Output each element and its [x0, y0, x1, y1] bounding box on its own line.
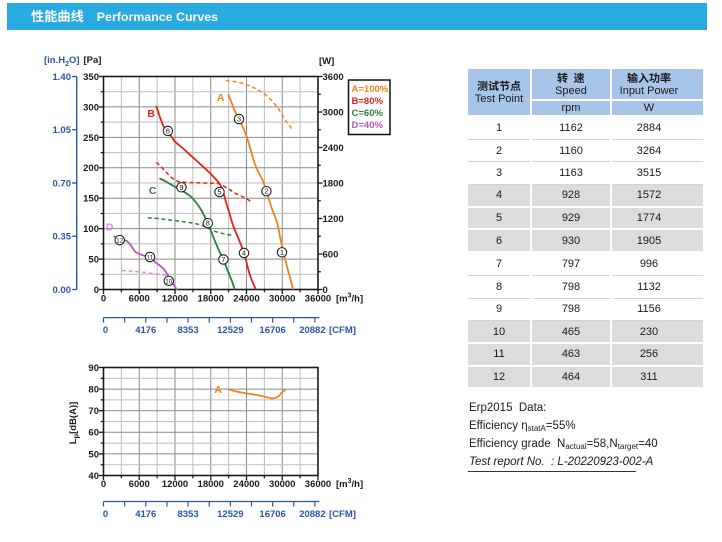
svg-text:100: 100 — [83, 224, 99, 235]
svg-text:A: A — [214, 384, 222, 396]
svg-text:0: 0 — [101, 294, 106, 305]
svg-text:[m3/h]: [m3/h] — [336, 478, 363, 490]
svg-text:A=100%: A=100% — [352, 84, 389, 95]
svg-text:0: 0 — [103, 325, 108, 336]
svg-text:0: 0 — [323, 285, 328, 296]
svg-text:16706: 16706 — [259, 509, 285, 520]
svg-text:12: 12 — [116, 238, 124, 245]
svg-text:D: D — [106, 222, 114, 234]
svg-text:8353: 8353 — [177, 325, 198, 336]
svg-text:Lp[dB(A)]: Lp[dB(A)] — [68, 402, 81, 445]
svg-text:2400: 2400 — [323, 143, 344, 154]
svg-text:12000: 12000 — [162, 479, 188, 490]
svg-text:8353: 8353 — [177, 509, 198, 520]
svg-text:[m3/h]: [m3/h] — [336, 293, 363, 305]
svg-text:[W]: [W] — [319, 56, 334, 67]
svg-text:50: 50 — [88, 449, 99, 460]
svg-text:1200: 1200 — [323, 214, 344, 225]
svg-text:80: 80 — [88, 385, 99, 396]
svg-text:36000: 36000 — [305, 294, 331, 305]
svg-text:3600: 3600 — [323, 72, 344, 83]
svg-text:0.35: 0.35 — [53, 232, 72, 243]
svg-text:D=40%: D=40% — [352, 120, 384, 131]
svg-text:[Pa]: [Pa] — [84, 55, 102, 66]
svg-text:B: B — [147, 108, 155, 120]
svg-text:0.70: 0.70 — [53, 178, 72, 189]
svg-text:8: 8 — [206, 219, 210, 228]
svg-text:4: 4 — [242, 248, 246, 257]
svg-text:250: 250 — [83, 133, 99, 144]
svg-text:A: A — [217, 92, 225, 104]
svg-text:0: 0 — [103, 509, 108, 520]
svg-text:C: C — [149, 185, 157, 197]
svg-text:90: 90 — [88, 363, 99, 374]
svg-text:[CFM]: [CFM] — [329, 325, 356, 336]
svg-text:1: 1 — [280, 248, 284, 257]
svg-text:0.00: 0.00 — [53, 285, 72, 296]
svg-text:5: 5 — [217, 188, 221, 197]
svg-text:0: 0 — [101, 479, 106, 490]
svg-text:4176: 4176 — [135, 325, 156, 336]
svg-text:3: 3 — [237, 115, 241, 124]
svg-text:9: 9 — [179, 183, 183, 192]
svg-text:200: 200 — [83, 163, 99, 174]
svg-text:30000: 30000 — [269, 294, 295, 305]
svg-text:0: 0 — [94, 285, 99, 296]
svg-text:36000: 36000 — [305, 479, 331, 490]
svg-text:6: 6 — [166, 126, 170, 135]
svg-text:11: 11 — [147, 255, 154, 262]
svg-text:1.05: 1.05 — [53, 125, 72, 136]
svg-text:3000: 3000 — [323, 107, 344, 118]
svg-text:20882: 20882 — [299, 325, 325, 336]
svg-text:4176: 4176 — [135, 509, 156, 520]
svg-text:[in.H2O]: [in.H2O] — [44, 55, 80, 68]
svg-text:350: 350 — [83, 72, 99, 83]
svg-text:150: 150 — [83, 194, 99, 205]
svg-text:60: 60 — [88, 428, 99, 439]
svg-text:18000: 18000 — [198, 479, 224, 490]
svg-text:B=80%: B=80% — [352, 96, 384, 107]
svg-text:7: 7 — [221, 255, 225, 264]
svg-text:2: 2 — [264, 187, 268, 196]
svg-text:[CFM]: [CFM] — [329, 509, 356, 520]
svg-text:50: 50 — [88, 254, 99, 265]
svg-text:18000: 18000 — [198, 294, 224, 305]
svg-text:70: 70 — [88, 406, 99, 417]
svg-text:20882: 20882 — [299, 509, 325, 520]
svg-text:12529: 12529 — [217, 509, 243, 520]
svg-text:300: 300 — [83, 102, 99, 113]
svg-text:6000: 6000 — [129, 479, 150, 490]
svg-text:10: 10 — [165, 278, 173, 285]
svg-text:24000: 24000 — [233, 479, 259, 490]
svg-text:C=60%: C=60% — [352, 108, 384, 119]
svg-text:600: 600 — [323, 249, 339, 260]
svg-text:40: 40 — [88, 471, 99, 482]
svg-text:30000: 30000 — [269, 479, 295, 490]
svg-text:12529: 12529 — [217, 325, 243, 336]
svg-text:16706: 16706 — [259, 325, 285, 336]
svg-text:1800: 1800 — [323, 178, 344, 189]
svg-text:24000: 24000 — [233, 294, 259, 305]
svg-text:1.40: 1.40 — [53, 72, 72, 83]
svg-text:12000: 12000 — [162, 294, 188, 305]
svg-text:6000: 6000 — [129, 294, 150, 305]
